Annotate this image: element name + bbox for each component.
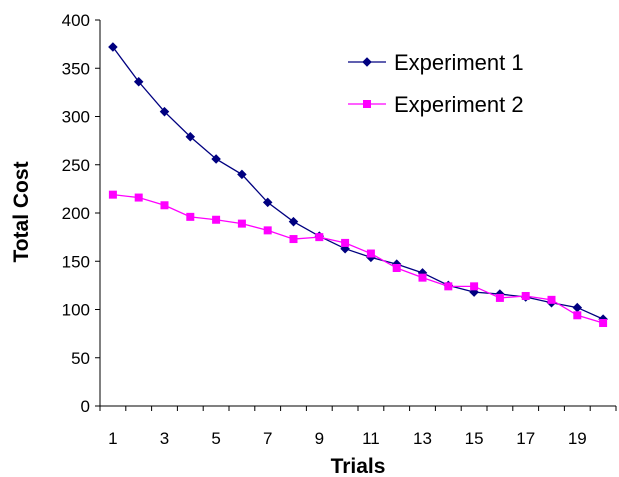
y-tick-label: 350 bbox=[62, 59, 90, 78]
data-point bbox=[133, 76, 144, 87]
data-point bbox=[547, 295, 556, 304]
y-axis-title: Total Cost bbox=[10, 161, 33, 262]
data-point bbox=[366, 249, 375, 258]
data-point bbox=[212, 215, 221, 224]
data-point bbox=[495, 293, 504, 302]
x-axis: 1 3 5 7 9 11 13 15 17 19 bbox=[99, 405, 617, 448]
data-point bbox=[237, 169, 247, 180]
x-tick-label: 3 bbox=[160, 429, 169, 448]
x-tick-label: 11 bbox=[362, 429, 380, 448]
x-axis-title: Trials bbox=[331, 455, 386, 477]
y-tick-label: 300 bbox=[62, 108, 90, 127]
y-tick-label: 50 bbox=[71, 349, 90, 368]
data-point bbox=[315, 233, 324, 242]
data-point bbox=[108, 42, 118, 52]
x-tick-label: 1 bbox=[108, 429, 117, 448]
data-point bbox=[134, 193, 143, 202]
data-point bbox=[108, 190, 117, 199]
legend-label: Experiment 1 bbox=[394, 50, 524, 75]
data-point bbox=[237, 219, 246, 228]
x-tick-label: 13 bbox=[413, 429, 432, 448]
data-point bbox=[159, 106, 170, 117]
y-tick-label: 100 bbox=[62, 301, 90, 320]
data-point bbox=[418, 273, 427, 282]
data-point bbox=[572, 302, 583, 313]
data-point bbox=[341, 238, 350, 247]
x-tick-label: 17 bbox=[516, 429, 535, 448]
data-point bbox=[289, 235, 298, 244]
x-tick-label: 7 bbox=[263, 429, 272, 448]
data-point bbox=[573, 311, 582, 320]
y-axis: 0 50 100 150 200 250 300 350 400 bbox=[62, 11, 101, 416]
legend-label: Experiment 2 bbox=[394, 92, 524, 117]
legend: Experiment 1 Experiment 2 bbox=[348, 50, 524, 117]
y-tick-label: 200 bbox=[62, 204, 90, 223]
legend-marker bbox=[362, 100, 371, 109]
legend-marker bbox=[362, 57, 372, 67]
y-tick-label: 0 bbox=[81, 397, 90, 416]
data-point bbox=[444, 282, 453, 291]
data-point bbox=[599, 319, 608, 328]
x-tick-label: 5 bbox=[211, 429, 220, 448]
data-point bbox=[262, 197, 273, 208]
x-tick-label: 9 bbox=[315, 429, 324, 448]
series-line bbox=[112, 194, 604, 324]
data-point bbox=[211, 154, 221, 164]
data-point bbox=[186, 212, 195, 221]
legend-item: Experiment 2 bbox=[348, 92, 524, 117]
series-line bbox=[112, 46, 604, 320]
data-point bbox=[288, 216, 299, 227]
series-2 bbox=[108, 190, 608, 328]
x-tick-label: 19 bbox=[568, 429, 587, 448]
data-point bbox=[392, 264, 401, 273]
series-layer bbox=[108, 42, 608, 328]
y-tick-label: 150 bbox=[62, 252, 90, 271]
legend-item: Experiment 1 bbox=[348, 50, 524, 75]
data-point bbox=[263, 226, 272, 235]
data-point bbox=[521, 291, 530, 300]
data-point bbox=[160, 201, 169, 210]
series-1 bbox=[108, 42, 608, 324]
x-tick-label: 15 bbox=[465, 429, 484, 448]
y-tick-label: 250 bbox=[62, 156, 90, 175]
data-point bbox=[185, 131, 196, 142]
y-tick-label: 400 bbox=[62, 11, 90, 30]
data-point bbox=[470, 282, 479, 291]
